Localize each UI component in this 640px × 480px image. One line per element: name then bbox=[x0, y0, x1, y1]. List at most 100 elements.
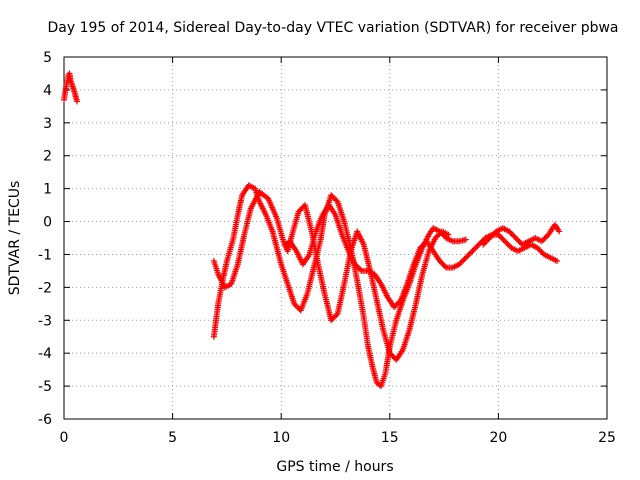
data-point bbox=[419, 242, 426, 249]
data-point bbox=[396, 298, 403, 305]
data-point bbox=[473, 244, 480, 251]
data-point bbox=[332, 313, 339, 320]
data-point bbox=[504, 240, 511, 247]
data-point bbox=[355, 265, 362, 272]
tick-labels: 0 5 10 15 20 25 -6 -5 -4 -3 -2 -1 0 1 2 3 4 5 bbox=[38, 50, 616, 446]
data-point bbox=[503, 239, 510, 246]
y-tick-label: 4 bbox=[43, 83, 52, 99]
y-tick-label: -3 bbox=[38, 313, 52, 329]
data-point bbox=[470, 246, 477, 253]
data-point bbox=[489, 232, 496, 239]
data-point bbox=[540, 236, 547, 243]
data-point bbox=[458, 258, 465, 265]
data-point bbox=[291, 300, 298, 307]
data-point bbox=[391, 304, 398, 311]
data-point bbox=[293, 303, 300, 310]
data-point bbox=[354, 263, 361, 270]
data-point bbox=[468, 249, 475, 256]
y-tick-label: -6 bbox=[38, 412, 52, 428]
data-point bbox=[534, 244, 541, 251]
data-point bbox=[333, 197, 340, 204]
data-point bbox=[514, 236, 521, 243]
data-point bbox=[435, 232, 442, 239]
y-tick-label: 0 bbox=[43, 215, 52, 231]
data-point bbox=[462, 254, 469, 261]
data-point bbox=[445, 231, 452, 238]
data-point bbox=[484, 237, 491, 244]
data-point bbox=[511, 233, 518, 240]
data-point bbox=[486, 235, 493, 241]
data-point bbox=[433, 233, 440, 240]
y-axis-label: SDTVAR / TECUs bbox=[7, 181, 23, 296]
data-point bbox=[498, 234, 505, 241]
data-point bbox=[457, 260, 464, 267]
data-point bbox=[474, 242, 481, 249]
data-point bbox=[393, 301, 400, 308]
data-point bbox=[388, 351, 395, 358]
data-point bbox=[328, 192, 335, 199]
data-point bbox=[390, 354, 397, 361]
data-point bbox=[506, 228, 513, 235]
data-point bbox=[441, 263, 448, 270]
data-point bbox=[299, 204, 306, 211]
data-point bbox=[499, 235, 506, 242]
data-point bbox=[490, 231, 497, 238]
data-point bbox=[465, 252, 472, 259]
x-tick-label: 5 bbox=[168, 430, 177, 446]
x-tick-label: 15 bbox=[381, 430, 399, 446]
y-tick-label: 2 bbox=[43, 149, 52, 165]
data-point bbox=[330, 314, 337, 321]
y-tick-label: 3 bbox=[43, 116, 52, 132]
data-point bbox=[456, 261, 463, 268]
data-point bbox=[501, 238, 508, 245]
data-point bbox=[461, 256, 468, 263]
data-point bbox=[512, 235, 519, 241]
data-point bbox=[436, 231, 443, 238]
data-point bbox=[496, 233, 503, 240]
chart-title: Day 195 of 2014, Sidereal Day-to-day VTE… bbox=[47, 20, 618, 36]
data-point bbox=[352, 261, 359, 268]
data-point bbox=[418, 243, 425, 250]
data-point bbox=[357, 266, 364, 273]
data-point bbox=[535, 246, 542, 253]
data-point bbox=[462, 236, 469, 243]
data-points bbox=[61, 70, 563, 390]
data-point bbox=[295, 208, 302, 215]
data-point bbox=[508, 231, 515, 238]
data-point bbox=[510, 232, 517, 239]
data-point bbox=[541, 235, 548, 242]
grid bbox=[64, 57, 607, 419]
y-tick-label: -5 bbox=[38, 379, 52, 395]
y-tick-label: -2 bbox=[38, 280, 52, 296]
data-point bbox=[554, 258, 561, 265]
data-point bbox=[505, 242, 512, 249]
data-point bbox=[464, 253, 471, 260]
x-tick-label: 0 bbox=[60, 430, 69, 446]
data-point bbox=[488, 233, 495, 240]
data-point bbox=[438, 259, 445, 266]
data-point bbox=[515, 237, 522, 244]
data-point bbox=[333, 312, 340, 319]
data-point bbox=[395, 300, 402, 307]
data-point bbox=[329, 315, 336, 322]
data-point bbox=[485, 236, 492, 243]
data-point bbox=[392, 302, 399, 309]
data-point bbox=[328, 317, 335, 324]
data-point bbox=[460, 257, 467, 264]
data-point bbox=[329, 193, 336, 200]
data-point bbox=[389, 352, 396, 359]
plot-frame bbox=[63, 56, 608, 420]
data-point bbox=[74, 98, 81, 105]
data-point bbox=[516, 238, 523, 245]
x-axis-label: GPS time / hours bbox=[276, 459, 393, 475]
y-tick-label: 1 bbox=[43, 182, 52, 198]
data-point bbox=[466, 250, 473, 257]
data-point bbox=[480, 241, 487, 248]
data-point bbox=[330, 194, 337, 201]
axis-ticks bbox=[63, 56, 608, 420]
data-point bbox=[469, 248, 476, 255]
data-point bbox=[538, 238, 545, 245]
data-point bbox=[295, 304, 302, 311]
x-tick-label: 10 bbox=[272, 430, 290, 446]
data-point bbox=[439, 260, 446, 267]
